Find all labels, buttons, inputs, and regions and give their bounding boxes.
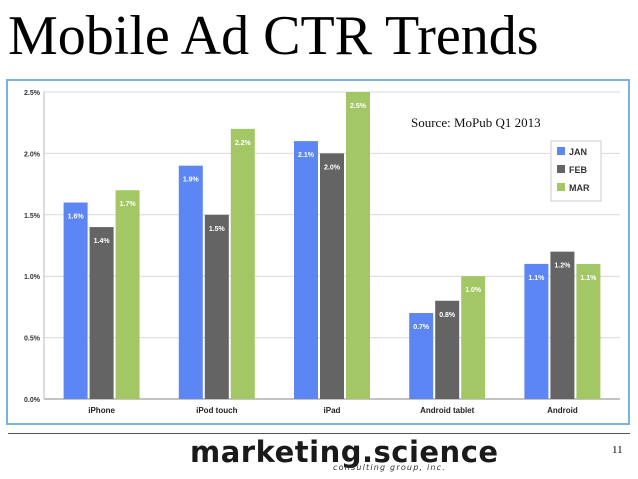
bar-feb xyxy=(204,214,229,399)
x-tick-label: iPad xyxy=(324,406,341,415)
bar-jan xyxy=(63,202,88,399)
legend-swatch-feb xyxy=(557,165,565,173)
slide-title: Mobile Ad CTR Trends xyxy=(8,5,539,67)
x-tick-label: iPod touch xyxy=(196,406,237,415)
bar-mar xyxy=(576,263,601,399)
x-tick-label: Android tablet xyxy=(420,406,475,415)
bar-jan xyxy=(409,313,434,399)
legend-label-jan: JAN xyxy=(569,147,587,157)
data-label: 1.9% xyxy=(183,177,200,184)
marketing-science-logo: marketing.science consulting group, inc. xyxy=(190,436,498,476)
legend-label-mar: MAR xyxy=(569,183,590,193)
logo-wordmark: marketing.science xyxy=(190,435,499,469)
data-label: 1.5% xyxy=(209,226,226,233)
data-label: 1.4% xyxy=(94,238,111,245)
data-label: 0.8% xyxy=(439,312,456,319)
y-tick-label: 1.5% xyxy=(24,213,41,220)
data-label: 1.1% xyxy=(580,275,597,282)
y-tick-label: 0.0% xyxy=(24,397,41,404)
bar-mar xyxy=(115,190,140,399)
y-tick-label: 2.0% xyxy=(24,151,41,158)
data-label: 0.7% xyxy=(413,324,430,331)
logo-tagline: consulting group, inc. xyxy=(332,463,446,472)
bar-jan xyxy=(294,141,318,399)
bar-jan xyxy=(524,263,549,399)
data-label: 1.7% xyxy=(120,201,137,208)
legend-swatch-mar xyxy=(557,183,565,191)
legend-swatch-jan xyxy=(557,147,565,155)
y-tick-label: 2.5% xyxy=(24,90,41,97)
source-annotation: Source: MoPub Q1 2013 xyxy=(411,115,541,130)
bar-mar xyxy=(461,276,486,399)
bar-mar xyxy=(346,92,370,399)
ctr-bar-chart: 0.0% 0.5% 1.0% 1.5% 2.0% 2.5% 1.6% 1.4% 1.7% iPho… xyxy=(24,90,620,415)
data-label: 2.5% xyxy=(350,103,367,110)
data-label: 2.1% xyxy=(298,152,315,159)
legend-label-feb: FEB xyxy=(569,165,588,175)
slide-number: 11 xyxy=(612,444,623,456)
bar-mar xyxy=(230,128,255,399)
bar-feb xyxy=(435,300,460,399)
bar-feb xyxy=(550,251,575,399)
data-label: 1.1% xyxy=(528,275,545,282)
bar-feb xyxy=(89,227,114,399)
data-label: 1.6% xyxy=(68,214,85,221)
x-tick-label: Android xyxy=(547,406,578,415)
y-tick-label: 0.5% xyxy=(24,336,41,343)
data-label: 2.0% xyxy=(324,164,341,171)
x-tick-label: iPhone xyxy=(88,406,115,415)
footer-divider xyxy=(8,433,630,434)
y-tick-label: 1.0% xyxy=(24,274,41,281)
chart-frame: 0.0% 0.5% 1.0% 1.5% 2.0% 2.5% 1.6% 1.4% 1.7% iPho… xyxy=(6,79,630,425)
data-label: 1.0% xyxy=(465,287,482,294)
bar-jan xyxy=(178,165,203,399)
bar-feb xyxy=(320,153,344,399)
data-label: 1.2% xyxy=(554,263,571,270)
data-label: 2.2% xyxy=(235,140,252,147)
